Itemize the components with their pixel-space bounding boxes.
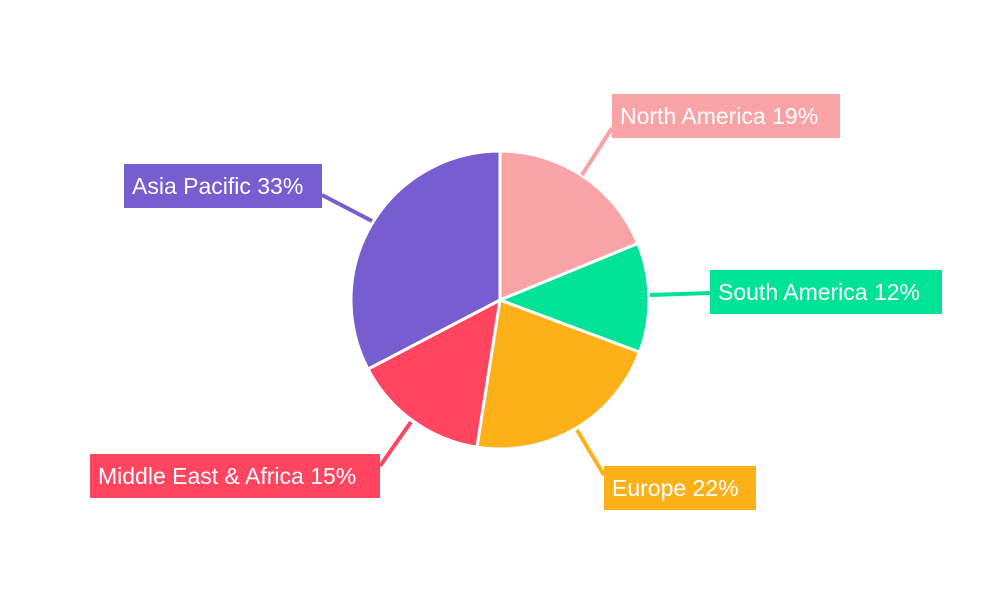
label-south-america: South America 12%	[710, 270, 942, 314]
label-middle-east-africa: Middle East & Africa 15%	[90, 454, 380, 498]
leader-line-south-america	[649, 291, 711, 297]
leader-line-europe	[575, 428, 606, 477]
label-north-america: North America 19%	[612, 94, 840, 138]
label-europe: Europe 22%	[604, 466, 756, 510]
leader-line-asia-pacific	[321, 193, 373, 223]
slice-north-america	[498, 149, 640, 303]
leader-line-north-america	[580, 126, 614, 177]
slice-europe	[475, 297, 642, 451]
slice-asia-pacific	[349, 149, 502, 372]
label-asia-pacific: Asia Pacific 33%	[124, 164, 322, 208]
slice-south-america	[495, 241, 651, 355]
leader-line-middle-east-africa	[378, 420, 413, 468]
slice-middle-east-africa	[365, 297, 502, 449]
